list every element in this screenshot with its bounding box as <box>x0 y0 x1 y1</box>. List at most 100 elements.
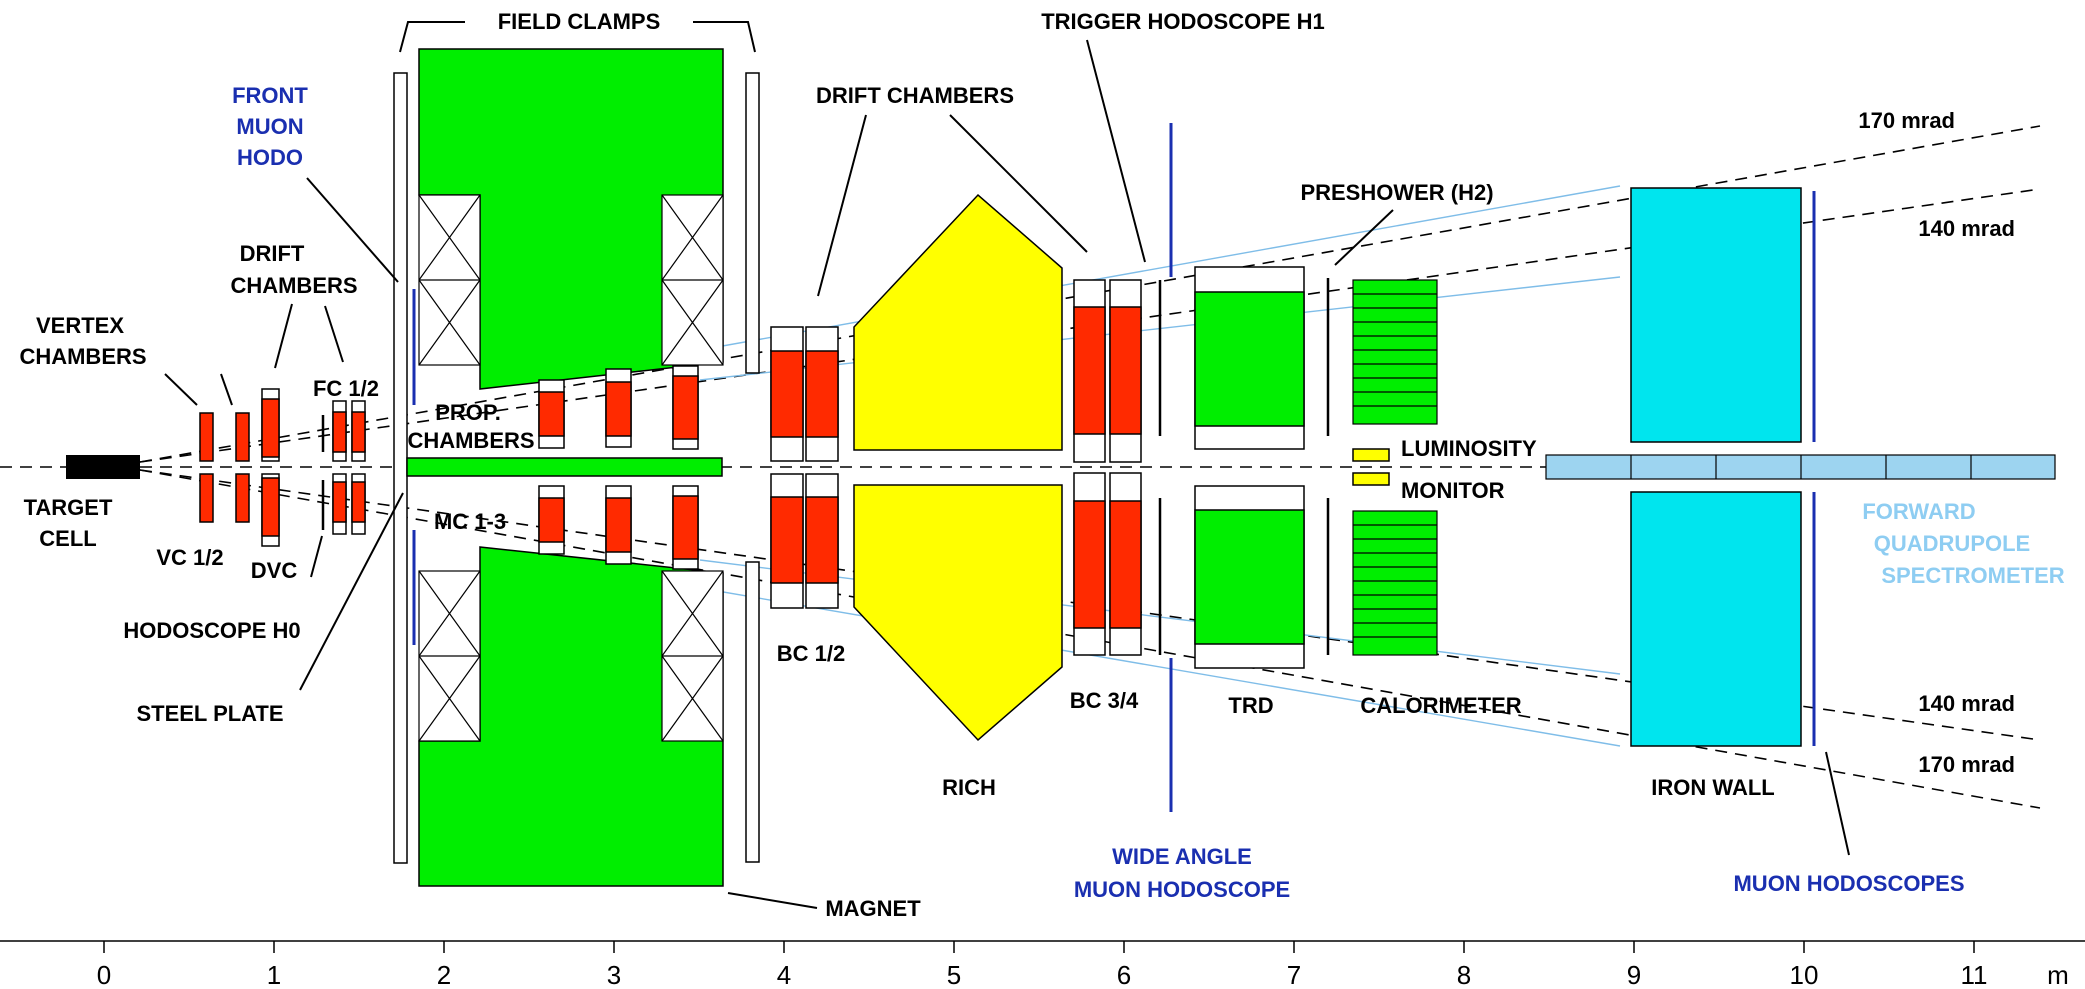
label-monitor: MONITOR <box>1401 478 1505 503</box>
label-trd: TRD <box>1228 693 1273 718</box>
luminosity-monitor-bottom <box>1352 472 1390 486</box>
axis-tick-label: 10 <box>1790 960 1819 989</box>
arrow-steel-plate <box>299 492 404 691</box>
leader-lines <box>164 21 1850 909</box>
calorimeter-top <box>1352 279 1438 425</box>
axis-tick-label: 8 <box>1457 960 1471 989</box>
mc1-top <box>538 391 565 437</box>
target-cell <box>66 455 140 479</box>
mc3-top <box>672 375 699 440</box>
axis-tick-label: 4 <box>777 960 791 989</box>
arrow-drift-chambers-bc12 <box>817 114 867 297</box>
dvc-top <box>261 398 280 458</box>
bc12 <box>770 326 839 609</box>
label-vertex-2: CHAMBERS <box>19 344 146 369</box>
label-dvc: DVC <box>251 558 298 583</box>
axis-ticks: 0 1 2 3 4 5 6 7 8 9 10 11 <box>97 941 1988 989</box>
bc4-bottom <box>1109 500 1142 629</box>
label-rich: RICH <box>942 775 996 800</box>
arrow-vertex-vc1 <box>164 373 198 406</box>
fc2-top <box>351 411 366 453</box>
bc1-bottom <box>770 496 804 584</box>
label-hodo-h0: HODOSCOPE H0 <box>123 618 300 643</box>
vc1-top <box>199 412 214 462</box>
label-drift-2: CHAMBERS <box>230 273 357 298</box>
bc34 <box>1073 279 1142 656</box>
arrow-drift-dvc <box>274 303 293 369</box>
axis-unit: m <box>2047 960 2069 989</box>
label-target-1: TARGET <box>24 495 113 520</box>
label-bc12: BC 1/2 <box>777 641 845 666</box>
bc1-top <box>770 350 804 438</box>
label-steel-plate: STEEL PLATE <box>136 701 283 726</box>
trd-bottom <box>1194 509 1305 645</box>
axis-tick-label: 11 <box>1961 960 1988 989</box>
field-clamp-right-bottom <box>745 561 760 863</box>
label-fc12: FC 1/2 <box>313 376 379 401</box>
forward-quadrupole <box>1545 454 2056 480</box>
axis-tick-label: 1 <box>267 960 281 989</box>
calorimeter <box>1352 279 1438 656</box>
arrow-vertex-vc2 <box>220 373 233 406</box>
label-calorimeter: CALORIMETER <box>1360 693 1521 718</box>
rich-bottom <box>853 484 1063 742</box>
label-trigger-h1: TRIGGER HODOSCOPE H1 <box>1041 9 1325 34</box>
mc1-bottom <box>538 497 565 543</box>
fc2-bottom <box>351 481 366 523</box>
axis-tick-label: 5 <box>947 960 961 989</box>
field-clamp-right-top <box>745 72 760 374</box>
bc3-bottom <box>1073 500 1106 629</box>
iron-wall-bottom <box>1630 491 1802 747</box>
label-fqs-2: QUADRUPOLE <box>1874 531 2030 556</box>
arrow-fc12 <box>324 305 344 363</box>
fc1-top <box>332 411 347 453</box>
bc2-bottom <box>805 496 839 584</box>
arrow-drift-chambers-bc34 <box>949 114 1088 253</box>
label-140-mrad-bottom: 140 mrad <box>1918 691 2015 716</box>
label-front-muon-3: HODO <box>237 145 303 170</box>
arrow-magnet <box>727 892 818 909</box>
prop-chambers <box>538 365 699 570</box>
label-mc13: MC 1-3 <box>434 509 506 534</box>
axis-tick-label: 3 <box>607 960 621 989</box>
label-preshower: PRESHOWER (H2) <box>1300 180 1493 205</box>
label-prop-2: CHAMBERS <box>407 428 534 453</box>
axis-tick-label: 2 <box>437 960 451 989</box>
label-vertex-1: VERTEX <box>36 313 124 338</box>
label-iron-wall: IRON WALL <box>1651 775 1774 800</box>
axis-tick-label: 7 <box>1287 960 1301 989</box>
labels: FIELD CLAMPS TRIGGER HODOSCOPE H1 FRONT … <box>19 9 2064 921</box>
fc1-bottom <box>332 481 347 523</box>
acceptance-guide-bottom-b <box>699 587 1621 747</box>
bc4-top <box>1109 306 1142 435</box>
label-140-mrad-top: 140 mrad <box>1918 216 2015 241</box>
label-fqs-3: SPECTROMETER <box>1881 563 2064 588</box>
calorimeter-bottom <box>1352 510 1438 656</box>
mc2-bottom <box>605 497 632 553</box>
vc2-bottom <box>235 473 250 523</box>
bc3-top <box>1073 306 1106 435</box>
rich-top <box>853 193 1063 451</box>
vc2-top <box>235 412 250 462</box>
acceptance-guide-top-a <box>699 185 1621 351</box>
arrow-field-clamps-right <box>693 21 756 53</box>
axis-tick-label: 9 <box>1627 960 1641 989</box>
label-vc12: VC 1/2 <box>156 545 223 570</box>
label-target-2: CELL <box>39 526 96 551</box>
label-fqs-1: FORWARD <box>1862 499 1975 524</box>
dvc <box>261 388 280 547</box>
mc2-top <box>605 381 632 437</box>
label-drift-chambers-top: DRIFT CHAMBERS <box>816 83 1014 108</box>
label-magnet: MAGNET <box>825 896 921 921</box>
vertex-chambers <box>199 412 250 523</box>
arrow-front-muon <box>306 177 399 283</box>
bc2-top <box>805 350 839 438</box>
iron-wall-top <box>1630 187 1802 443</box>
fc12 <box>332 400 366 535</box>
label-bc34: BC 3/4 <box>1070 688 1139 713</box>
label-front-muon-1: FRONT <box>232 83 308 108</box>
label-wide-angle-1: WIDE ANGLE <box>1112 844 1252 869</box>
label-170-mrad-top: 170 mrad <box>1858 108 1955 133</box>
arrow-hodo-h0 <box>310 535 323 578</box>
